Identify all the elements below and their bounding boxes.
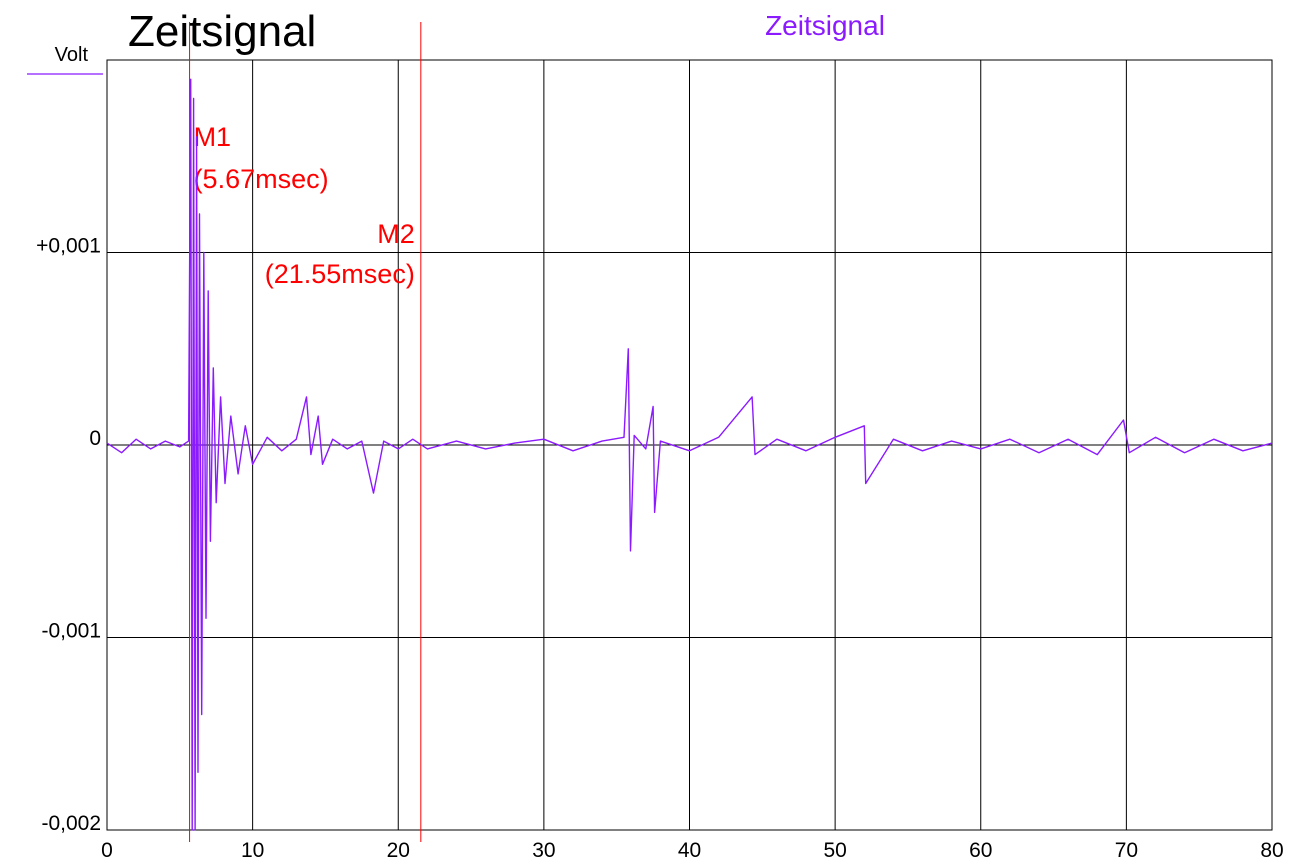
y-axis-unit: Volt — [55, 44, 89, 66]
y-tick-label: -0,001 — [41, 620, 101, 643]
y-tick-label: +0,001 — [36, 235, 101, 258]
x-tick-label: 60 — [969, 839, 992, 862]
plot-grid — [106, 59, 1273, 831]
x-tick-label: 0 — [101, 839, 113, 862]
series-title: Zeitsignal — [765, 10, 885, 41]
x-tick-label: 70 — [1115, 839, 1138, 862]
y-axis-ticks: +0,001 0 -0,001 -0,002 — [36, 235, 101, 836]
x-tick-label: 30 — [532, 839, 555, 862]
marker-name-m2: M2 — [377, 219, 415, 249]
x-tick-label: 40 — [678, 839, 701, 862]
x-tick-label: 10 — [241, 839, 264, 862]
y-tick-label: -0,002 — [41, 812, 101, 835]
marker-name-m1: M1 — [194, 122, 232, 152]
marker-lines: M1 (5.67msec) M2 (21.55msec) — [189, 22, 422, 842]
chart-title: Zeitsignal — [128, 7, 316, 56]
x-tick-label: 50 — [823, 839, 846, 862]
series-layer — [106, 78, 1273, 831]
series-line — [106, 78, 1273, 831]
x-axis-ticks: 0 10 20 30 40 50 60 70 80 — [101, 839, 1284, 862]
x-tick-label: 80 — [1260, 839, 1283, 862]
x-tick-label: 20 — [387, 839, 410, 862]
y-tick-label: 0 — [89, 427, 101, 450]
marker-time-m1: (5.67msec) — [194, 164, 329, 194]
marker-time-m2: (21.55msec) — [265, 259, 415, 289]
